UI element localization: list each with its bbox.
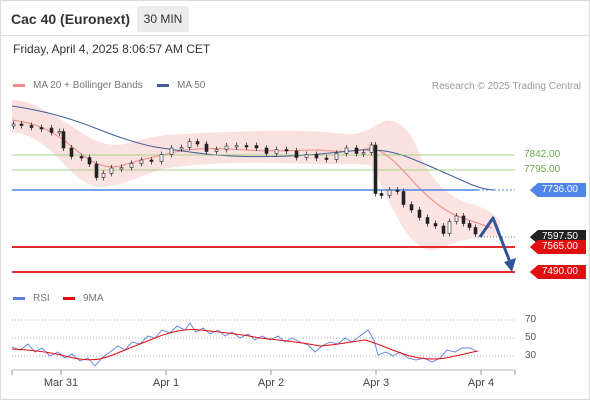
- legend-9ma: 9MA: [63, 293, 104, 304]
- candle-body: [79, 156, 84, 159]
- candle-body: [39, 127, 44, 130]
- rsi-line: [11, 322, 477, 367]
- ma20-swatch: [13, 84, 25, 87]
- candle-body: [354, 147, 359, 154]
- timeframe-button[interactable]: 30 MIN: [137, 6, 189, 32]
- x-label-mar31: Mar 31: [43, 377, 79, 389]
- level-label-7842: 7842.00: [524, 149, 561, 160]
- candle-body: [294, 150, 299, 158]
- candle-body: [61, 131, 66, 149]
- candle-body: [69, 147, 74, 157]
- bollinger-band: [12, 100, 500, 251]
- legend-9ma-label: 9MA: [83, 293, 104, 304]
- candle-body: [369, 144, 374, 153]
- candle-body: [187, 141, 192, 148]
- candle-body: [425, 217, 430, 224]
- candle-body: [454, 215, 459, 222]
- candle-body: [11, 123, 16, 127]
- candle-body: [401, 191, 406, 205]
- candle-body: [447, 221, 452, 234]
- candle-body: [57, 131, 62, 134]
- candle-body: [159, 154, 164, 162]
- candle-body: [179, 147, 184, 150]
- candle-body: [264, 147, 269, 154]
- rsi-tick-70: 70: [525, 314, 537, 325]
- legend-ma50-label: MA 50: [177, 80, 206, 91]
- candle-body: [409, 204, 414, 211]
- candle-body: [119, 167, 124, 170]
- candle-body: [214, 149, 219, 152]
- candle-body: [169, 147, 174, 155]
- level-tag-7565: 7565.00: [529, 240, 586, 254]
- candle-body: [314, 154, 319, 159]
- candle-body: [94, 163, 99, 178]
- ma50-line: [11, 105, 496, 191]
- candle-body: [433, 223, 438, 227]
- candle-body: [49, 127, 54, 133]
- x-axis-ticks: [11, 370, 516, 375]
- legend-ma20-label: MA 20 + Bollinger Bands: [33, 80, 143, 91]
- candle-body: [361, 152, 366, 155]
- candle-body: [254, 145, 259, 149]
- candle-body: [344, 147, 349, 154]
- forecast-arrowhead: [504, 258, 516, 272]
- candle-body: [149, 159, 154, 162]
- legend-rsi-label: RSI: [33, 293, 50, 304]
- candle-body: [244, 145, 249, 148]
- candle-body: [379, 193, 384, 196]
- rsi-swatch: [13, 297, 25, 300]
- timestamp: Friday, April 4, 2025 8:06:57 AM CET: [13, 42, 211, 56]
- candle-body: [387, 189, 392, 196]
- candle-body: [224, 145, 229, 150]
- candle-body: [473, 227, 478, 235]
- x-label-apr3: Apr 3: [362, 377, 390, 389]
- candlestick-series: [11, 121, 478, 237]
- header-divider: [0, 35, 590, 36]
- candle-body: [461, 215, 466, 224]
- legend-ma20: MA 20 + Bollinger Bands: [13, 80, 143, 91]
- candle-body: [395, 189, 400, 192]
- candle-body: [129, 163, 134, 168]
- candle-body: [204, 143, 209, 152]
- candle-body: [441, 225, 446, 234]
- candle-body: [234, 145, 239, 148]
- candle-body: [284, 149, 289, 152]
- level-tag-7736: 7736.00: [529, 183, 586, 197]
- candle-body: [274, 149, 279, 154]
- forecast-arrow: [478, 216, 512, 263]
- ma50-swatch: [157, 84, 169, 87]
- candle-body: [19, 123, 24, 126]
- candle-body: [334, 153, 339, 160]
- 9ma-swatch: [63, 297, 75, 300]
- candle-body: [417, 209, 422, 218]
- level-label-7795: 7795.00: [524, 164, 561, 175]
- candle-body: [195, 141, 200, 145]
- candle-body: [324, 157, 329, 160]
- legend-ma50: MA 50: [157, 80, 205, 91]
- rsi-tick-50: 50: [525, 332, 537, 343]
- copyright-credit: Research © 2025 Trading Central: [431, 81, 581, 92]
- candle-body: [109, 167, 114, 174]
- candle-body: [139, 159, 144, 164]
- x-label-apr4: Apr 4: [467, 377, 495, 389]
- candle-body: [29, 125, 34, 128]
- level-tag-7490: 7490.00: [529, 265, 586, 279]
- candle-body: [304, 154, 309, 158]
- legend-rsi: RSI: [13, 293, 50, 304]
- x-label-apr2: Apr 2: [257, 377, 285, 389]
- candle-body: [87, 157, 92, 165]
- candle-body: [101, 173, 106, 178]
- candle-body: [467, 223, 472, 228]
- instrument-title: Cac 40 (Euronext): [11, 11, 131, 27]
- rsi-9ma-line: [11, 329, 479, 361]
- rsi-tick-30: 30: [525, 350, 537, 361]
- candle-body: [373, 144, 378, 194]
- x-label-apr1: Apr 1: [152, 377, 180, 389]
